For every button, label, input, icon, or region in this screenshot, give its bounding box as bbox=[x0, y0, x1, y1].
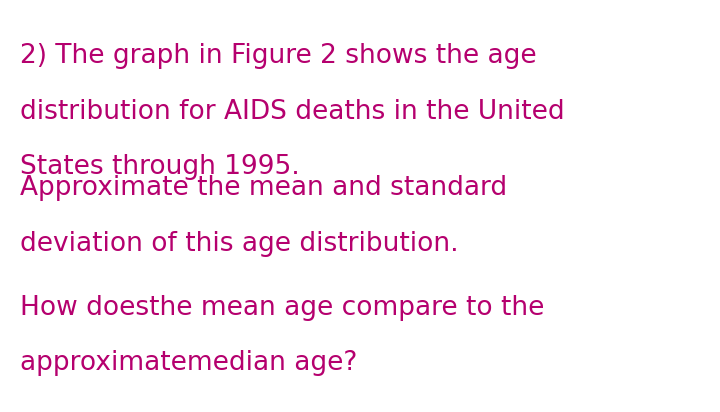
Text: approximatemedian age?: approximatemedian age? bbox=[20, 350, 358, 376]
Text: How doesthe mean age compare to the: How doesthe mean age compare to the bbox=[20, 295, 544, 321]
Text: deviation of this age distribution.: deviation of this age distribution. bbox=[20, 231, 459, 257]
Text: distribution for AIDS deaths in the United: distribution for AIDS deaths in the Unit… bbox=[20, 99, 564, 125]
Text: Approximate the mean and standard: Approximate the mean and standard bbox=[20, 175, 508, 201]
Text: States through 1995.: States through 1995. bbox=[20, 154, 300, 180]
Text: 2) The graph in Figure 2 shows the age: 2) The graph in Figure 2 shows the age bbox=[20, 43, 537, 69]
